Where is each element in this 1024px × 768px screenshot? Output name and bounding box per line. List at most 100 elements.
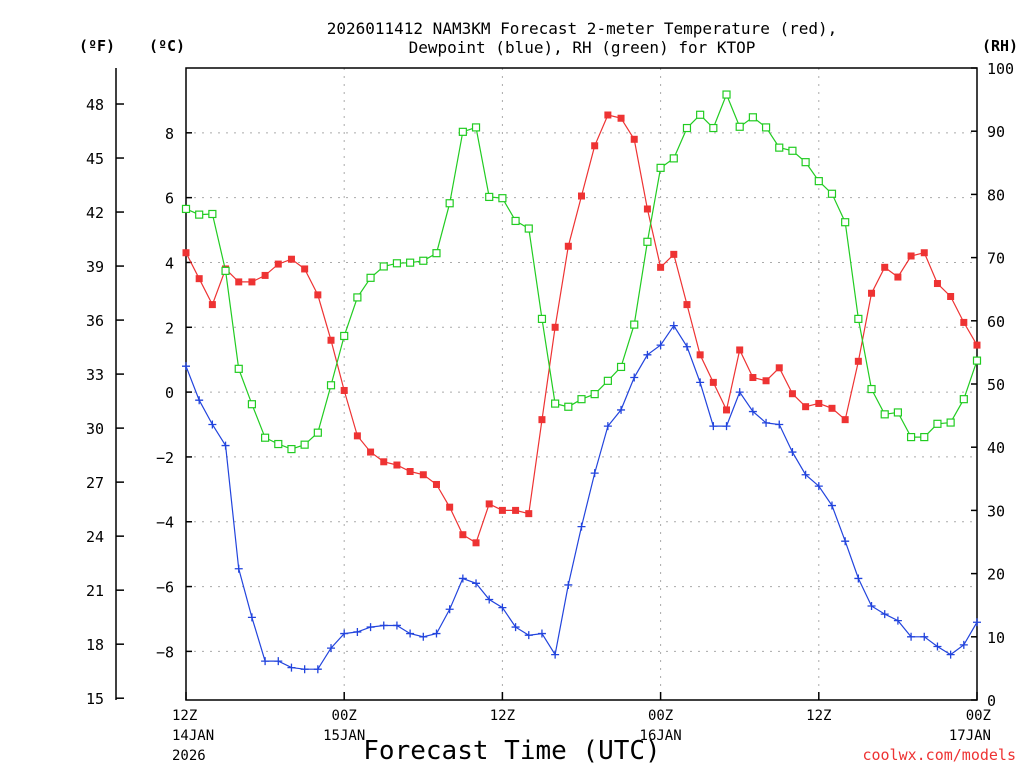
fahrenheit-tick-label: 27 bbox=[86, 474, 104, 492]
dewpoint-point bbox=[313, 665, 322, 674]
rh-point bbox=[313, 428, 322, 437]
fahrenheit-tick-label: 24 bbox=[86, 528, 104, 546]
temperature-point bbox=[327, 336, 335, 344]
dewpoint-point bbox=[867, 602, 876, 611]
temperature-point bbox=[670, 250, 678, 258]
rh-point bbox=[577, 395, 586, 404]
dewpoint-point bbox=[524, 631, 533, 640]
temperature-point bbox=[314, 291, 322, 299]
rh-point bbox=[788, 146, 797, 155]
rh-point bbox=[906, 432, 916, 442]
x-tick-label-time: 00Z bbox=[332, 708, 357, 724]
dewpoint-point bbox=[511, 623, 520, 632]
dewpoint-point bbox=[274, 657, 283, 666]
dewpoint-point bbox=[827, 501, 836, 510]
rh-tick-label: 90 bbox=[987, 123, 1005, 141]
dewpoint-point bbox=[801, 470, 810, 479]
dewpoint-point bbox=[748, 407, 757, 416]
temperature-point bbox=[723, 406, 731, 414]
credit-link[interactable]: coolwx.com/models bbox=[862, 746, 1016, 764]
rh-point bbox=[406, 258, 415, 267]
rh-point bbox=[511, 216, 520, 226]
dewpoint-point bbox=[933, 642, 942, 651]
temperature-point bbox=[525, 510, 533, 518]
rh-point bbox=[195, 210, 204, 219]
rh-point bbox=[564, 402, 573, 411]
rh-point bbox=[696, 110, 705, 119]
dewpoint-point bbox=[669, 321, 678, 330]
rh-point bbox=[208, 209, 217, 219]
dewpoint-point bbox=[880, 610, 889, 619]
dewpoint-point bbox=[617, 405, 626, 414]
dewpoint-point bbox=[590, 469, 599, 478]
dewpoint-point bbox=[195, 396, 204, 405]
dewpoint-point bbox=[735, 388, 744, 397]
series-temperature bbox=[182, 111, 981, 547]
rh-point bbox=[485, 192, 494, 202]
rh-point bbox=[735, 122, 744, 131]
dewpoint-point bbox=[498, 603, 507, 612]
temperature-point bbox=[788, 390, 796, 398]
celsius-tick-label: 8 bbox=[165, 125, 174, 143]
rh-tick-label: 10 bbox=[987, 629, 1005, 647]
x-tick-label-date: 17JAN bbox=[949, 728, 991, 744]
temperature-point bbox=[446, 503, 454, 511]
dewpoint-point bbox=[577, 522, 586, 531]
rh-point bbox=[590, 390, 599, 399]
rh-tick-label: 80 bbox=[987, 186, 1005, 204]
celsius-tick-label: −6 bbox=[156, 579, 174, 597]
dewpoint-point bbox=[485, 595, 494, 604]
temperature-point bbox=[512, 506, 520, 514]
rh-point bbox=[880, 410, 889, 419]
temperature-point bbox=[841, 416, 849, 424]
temperature-point bbox=[235, 278, 243, 286]
rh-point bbox=[234, 364, 243, 373]
temperature-point bbox=[459, 531, 467, 539]
rh-point bbox=[920, 432, 929, 442]
rh-point bbox=[867, 384, 876, 394]
rh-point bbox=[814, 177, 823, 186]
rh-point bbox=[458, 127, 467, 136]
x-axis: 12Z 14JAN 2026 00Z 15JAN 12Z 00Z 16JAN 12Z 00Z 17J… bbox=[172, 692, 991, 764]
celsius-unit-label: (ºC) bbox=[149, 37, 185, 55]
dewpoint-point bbox=[340, 629, 349, 638]
dewpoint-point bbox=[458, 574, 467, 583]
temperature-point bbox=[604, 111, 612, 119]
rh-tick-label: 70 bbox=[987, 250, 1005, 268]
temperature-point bbox=[643, 205, 651, 213]
dewpoint-point bbox=[551, 650, 560, 659]
dewpoint-point bbox=[353, 627, 362, 636]
temperature-point bbox=[274, 260, 282, 268]
temperature-point bbox=[182, 249, 190, 257]
dewpoint-point bbox=[841, 537, 850, 546]
temperature-point bbox=[380, 458, 388, 466]
dewpoint-point bbox=[287, 663, 296, 672]
x-tick-label-time: 00Z bbox=[648, 708, 673, 724]
rh-point bbox=[471, 123, 481, 132]
temperature-point bbox=[657, 263, 665, 271]
series-layer bbox=[181, 90, 982, 674]
temperature-point bbox=[617, 114, 625, 122]
rh-tick-label: 0 bbox=[987, 692, 996, 710]
celsius-tick-label: 4 bbox=[165, 254, 174, 272]
dewpoint-point bbox=[432, 629, 441, 638]
rh-point bbox=[748, 113, 757, 122]
temperature-point bbox=[406, 468, 414, 476]
x-axis-label: Forecast Time (UTC) bbox=[363, 736, 660, 766]
dewpoint-point bbox=[366, 623, 375, 632]
rh-point bbox=[274, 439, 283, 449]
temperature-point bbox=[419, 471, 427, 479]
temperature-point bbox=[683, 301, 691, 309]
gridlines bbox=[186, 68, 977, 700]
rh-point bbox=[616, 362, 626, 372]
rh-point bbox=[326, 381, 336, 390]
celsius-tick-label: 0 bbox=[165, 384, 174, 402]
rh-point bbox=[221, 266, 230, 275]
dewpoint-point bbox=[327, 644, 336, 653]
x-tick-label-time: 00Z bbox=[966, 708, 991, 724]
rh-tick-label: 40 bbox=[987, 439, 1005, 457]
rh-tick-label: 50 bbox=[987, 376, 1005, 394]
rh-tick-label: 20 bbox=[987, 566, 1005, 584]
